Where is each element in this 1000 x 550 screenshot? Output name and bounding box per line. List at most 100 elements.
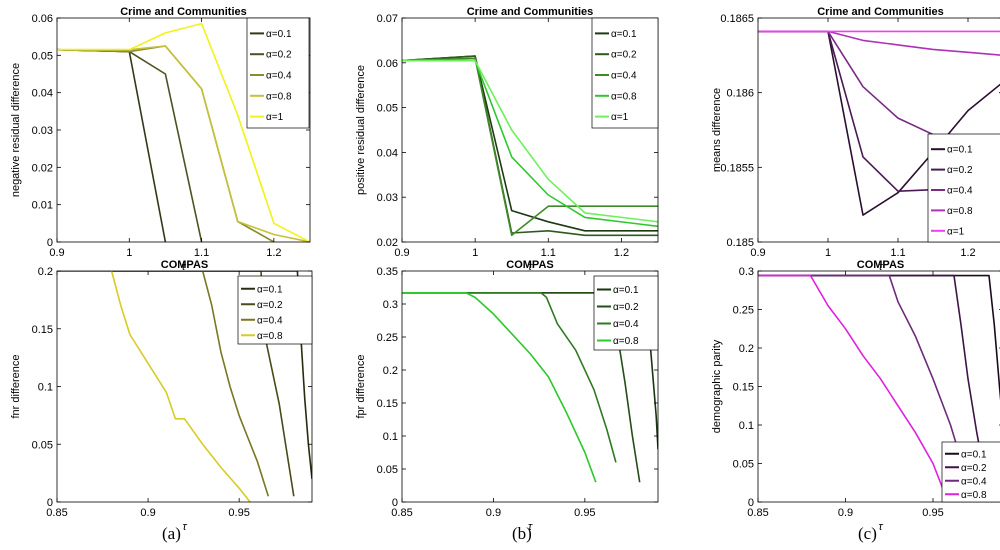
legend-entry: α=1 (611, 112, 629, 123)
x-axis-label: τ (182, 521, 187, 533)
y-tick-label: 0 (748, 497, 754, 509)
y-axis-label: positive residual difference (355, 65, 367, 195)
y-tick-label: 0.06 (377, 58, 398, 70)
y-tick-label: 0.186 (726, 88, 754, 100)
chart-title: Crime and Communities (467, 6, 594, 18)
chart-title: COMPAS (506, 259, 553, 271)
y-tick-label: 0.15 (377, 398, 398, 410)
chart-c-top: 0.9 1 1.1 1.2 0.185 0.1855 0.186 0.1865 Crime an… (711, 6, 1000, 273)
legend-entry: α=0.1 (611, 29, 637, 40)
legend-entry: α=0.4 (266, 71, 292, 82)
y-tick-label: 0 (47, 497, 53, 509)
legend-entry: α=0.4 (961, 476, 987, 487)
chart-b-top: 0.9 1 1.1 1.2 0.02 0.03 0.04 0.05 0.06 0.07 Crime … (355, 6, 659, 273)
y-tick-label: 0.3 (739, 266, 754, 278)
x-tick-label: 0.9 (750, 247, 765, 259)
series-line-c-bottom-2 (758, 274, 966, 472)
legend-entry: α=1 (947, 226, 965, 237)
y-tick-label: 0.2 (739, 343, 754, 355)
x-tick-label: 1 (825, 247, 831, 259)
legend-entry: α=0.2 (961, 463, 987, 474)
series-line-b-top-4 (402, 59, 658, 223)
legend-entry: α=0.2 (611, 50, 637, 61)
legend-entry: α=0.1 (266, 29, 292, 40)
y-tick-label: 0.04 (377, 147, 398, 159)
y-axis-label: demographic parity (711, 339, 723, 433)
chart-c-bottom: 0.85 0.9 0.9500.050.10.150.20.250.3COMPASτ… (711, 259, 1000, 533)
legend-b-top: α=0.1 α=0.2 α=0.4 α=0.8 α=1 (591, 17, 659, 129)
y-tick-label: 0.04 (32, 88, 53, 100)
axes-frame (757, 17, 1000, 243)
series-line-b-top-1 (402, 55, 658, 237)
y-tick-label: 0.2 (383, 365, 398, 377)
legend-entry: α=0.4 (613, 319, 639, 330)
chart-title: COMPAS (857, 259, 904, 271)
x-axis-label: τ (528, 521, 533, 533)
series-line-c-bottom-1 (758, 274, 987, 480)
x-tick-label: 0.9 (49, 247, 64, 259)
x-tick-label: 0.95 (228, 507, 249, 519)
x-tick-label: 0.85 (747, 507, 768, 519)
chart-b-bottom: 0.85 0.9 0.95 0 0.05 0.1 0.15 0.2 0.25 0.3 0.35 COM… (355, 259, 659, 533)
series-line-a-bottom-2 (57, 271, 270, 497)
legend-entry: α=0.2 (613, 302, 639, 313)
y-tick-label: 0.05 (377, 103, 398, 115)
y-tick-label: 0.02 (32, 162, 53, 174)
series-line-c-bottom-3 (758, 274, 945, 491)
x-tick-label: 1.1 (890, 247, 905, 259)
y-tick-label: 0.15 (733, 382, 754, 394)
series-line-a-top-4 (57, 22, 310, 242)
legend-entry: α=0.4 (947, 186, 973, 197)
legend-entry: α=0.2 (266, 50, 292, 61)
y-axis-label: means difference (711, 88, 723, 172)
y-tick-label: 0.07 (377, 13, 398, 25)
x-tick-label: 1 (472, 247, 478, 259)
chart-title: Crime and Communities (120, 6, 247, 18)
legend-box (593, 275, 659, 351)
x-tick-label: 1.2 (614, 247, 629, 259)
series-line-b-top-2 (402, 57, 658, 237)
legend-box (591, 17, 659, 129)
x-axis-label: τ (878, 521, 883, 533)
legend-a-top: α=0.1 α=0.2 α=0.4 α=0.8 α=1 (246, 17, 310, 129)
y-tick-label: 0.1855 (720, 162, 754, 174)
y-tick-label: 0.02 (377, 237, 398, 249)
legend-entry: α=0.8 (947, 206, 973, 217)
series-line-c-top-3 (758, 30, 1000, 56)
legend-entry: α=0.1 (257, 284, 283, 295)
y-tick-label: 0.25 (733, 305, 754, 317)
legend-entry: α=0.8 (961, 490, 987, 501)
x-tick-label: 1.1 (541, 247, 556, 259)
series-line-c-top-2 (758, 30, 1000, 147)
y-axis-label: negative residual difference (10, 63, 22, 197)
chart-title: Crime and Communities (817, 6, 944, 18)
legend-box (941, 441, 1000, 503)
legend-entry: α=0.1 (961, 449, 987, 460)
y-tick-label: 0.185 (726, 237, 754, 249)
y-tick-label: 0.03 (32, 125, 53, 137)
caption-a: (a) (162, 524, 181, 543)
chart-title: COMPAS (161, 259, 208, 271)
x-axis-label: τ (181, 261, 186, 273)
y-axis-label: fnr difference (10, 354, 22, 418)
y-tick-label: 0.3 (383, 299, 398, 311)
legend-a-bottom: α=0.1 α=0.2 α=0.4 α=0.8 (237, 275, 313, 345)
x-tick-label: 0.85 (391, 507, 412, 519)
x-tick-label: 0.9 (486, 507, 501, 519)
x-tick-label: 0.9 (140, 507, 155, 519)
y-tick-label: 0.15 (32, 324, 53, 336)
y-tick-label: 0.35 (377, 266, 398, 278)
series-line-b-bottom-3 (402, 291, 597, 483)
legend-entry: α=0.2 (947, 165, 973, 176)
legend-entry: α=0.4 (257, 315, 283, 326)
x-tick-label: 1.2 (266, 247, 281, 259)
y-tick-label: 0.1865 (720, 13, 754, 25)
y-tick-label: 0.25 (377, 332, 398, 344)
caption-b: (b) (512, 524, 532, 543)
y-tick-label: 0.05 (32, 439, 53, 451)
legend-entry: α=1 (266, 112, 284, 123)
y-tick-label: 0.01 (32, 200, 53, 212)
y-tick-label: 0.06 (32, 13, 53, 25)
series-line-a-top-0 (57, 48, 167, 242)
